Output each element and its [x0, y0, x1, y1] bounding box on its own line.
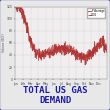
Text: TOTAL US GAS: TOTAL US GAS [23, 86, 87, 95]
Y-axis label: Volume (BCF): Volume (BCF) [2, 34, 6, 52]
Legend: Yr Average, 2005: Yr Average, 2005 [87, 8, 105, 18]
Text: DEMAND: DEMAND [39, 96, 71, 105]
